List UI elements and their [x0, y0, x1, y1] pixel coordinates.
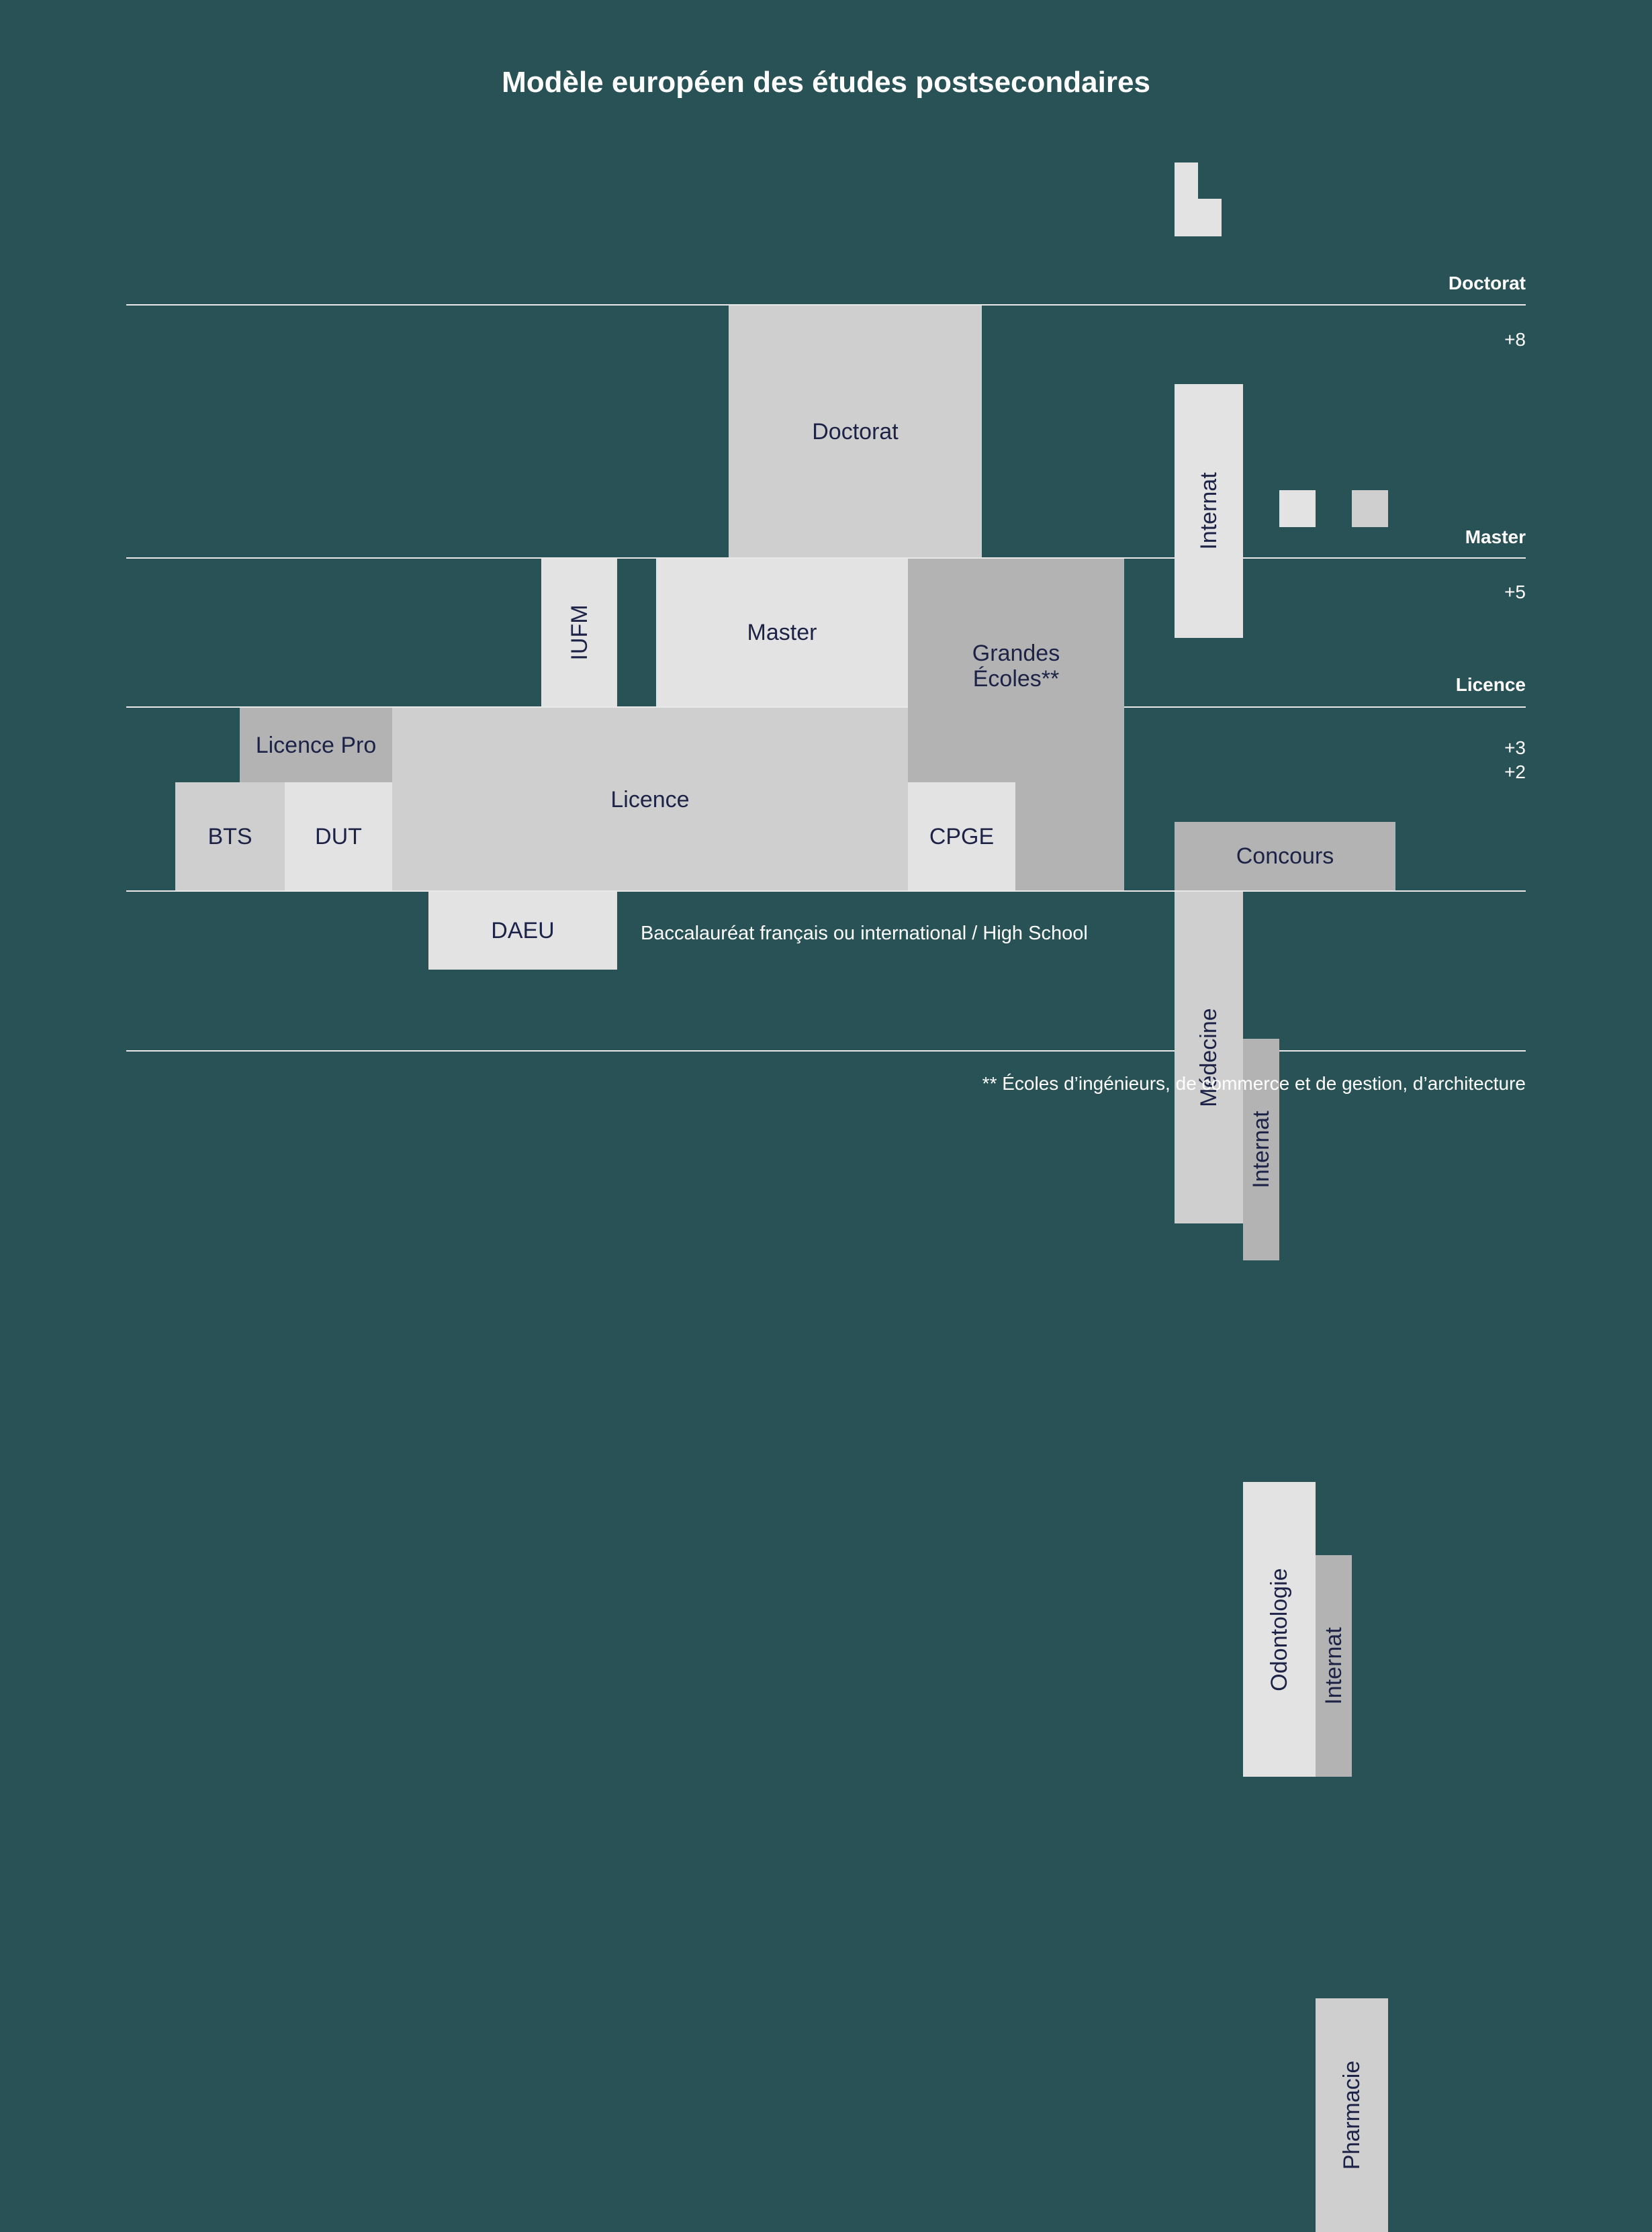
block-daeu: DAEU [428, 892, 617, 970]
block-master: Master [656, 559, 908, 706]
block-licence-label: Licence [610, 787, 690, 812]
block-bts-label: BTS [208, 823, 253, 849]
pharmacie-upper-extension [1352, 490, 1388, 527]
footer-divider [126, 1050, 1526, 1052]
block-internat-odontologie-label: Internat [1248, 1111, 1274, 1189]
block-daeu-label: DAEU [491, 918, 555, 943]
level-label-licence: Licence [1455, 674, 1526, 695]
block-iufm: IUFM [541, 559, 617, 706]
diagram-title: Modèle européen des études postsecondair… [502, 66, 1150, 99]
block-licence: Licence [392, 708, 908, 890]
block-concours-label: Concours [1236, 843, 1334, 869]
odontologie-upper-extension [1279, 490, 1316, 527]
doctorat-level-line [126, 304, 1526, 306]
internat-step-top [1175, 162, 1198, 236]
year-label-plus-2: +2 [1504, 761, 1526, 782]
baccalaureat-level-line [126, 890, 1526, 892]
block-odontologie-label: Odontologie [1267, 1567, 1292, 1691]
block-licence-pro: Licence Pro [240, 708, 392, 782]
block-doctorat-label: Doctorat [812, 418, 899, 445]
block-master-label: Master [747, 620, 817, 645]
block-cpge-label: CPGE [929, 823, 995, 849]
block-concours: Concours [1175, 822, 1395, 890]
block-internat-medecine: Internat [1175, 384, 1243, 638]
block-iufm-label: IUFM [566, 604, 592, 661]
internat-step-middle [1198, 199, 1222, 236]
block-internat-odontologie: Internat [1243, 1039, 1279, 1260]
block-medecine: Médecine [1175, 892, 1243, 1223]
master-level-line [126, 557, 1526, 559]
block-odontologie: Odontologie [1243, 1482, 1316, 1777]
block-pharmacie-label: Pharmacie [1339, 2060, 1365, 2170]
block-internat-medecine-label: Internat [1196, 472, 1222, 550]
block-dut: DUT [285, 782, 392, 890]
block-internat-pharmacie-label: Internat [1321, 1627, 1346, 1705]
footnote: ** Écoles d’ingénieurs, de commerce et d… [982, 1073, 1526, 1094]
level-label-master: Master [1465, 526, 1526, 547]
block-doctorat: Doctorat [729, 306, 982, 557]
baccalaureat-label: Baccalauréat français ou international /… [641, 923, 1088, 944]
year-label-plus-8: +8 [1504, 329, 1526, 350]
block-internat-pharmacie: Internat [1316, 1555, 1352, 1777]
block-pharmacie: Pharmacie [1316, 1998, 1388, 2232]
block-cpge: CPGE [908, 782, 1015, 890]
block-grandes-ecoles-label: Grandes Écoles** [972, 641, 1060, 692]
year-label-plus-3: +3 [1504, 737, 1526, 758]
year-label-plus-5: +5 [1504, 582, 1526, 602]
block-dut-label: DUT [315, 823, 362, 849]
level-label-doctorat: Doctorat [1448, 273, 1526, 293]
licence-level-line [126, 706, 1526, 708]
block-bts: BTS [175, 782, 285, 890]
block-licence-pro-label: Licence Pro [255, 732, 377, 758]
